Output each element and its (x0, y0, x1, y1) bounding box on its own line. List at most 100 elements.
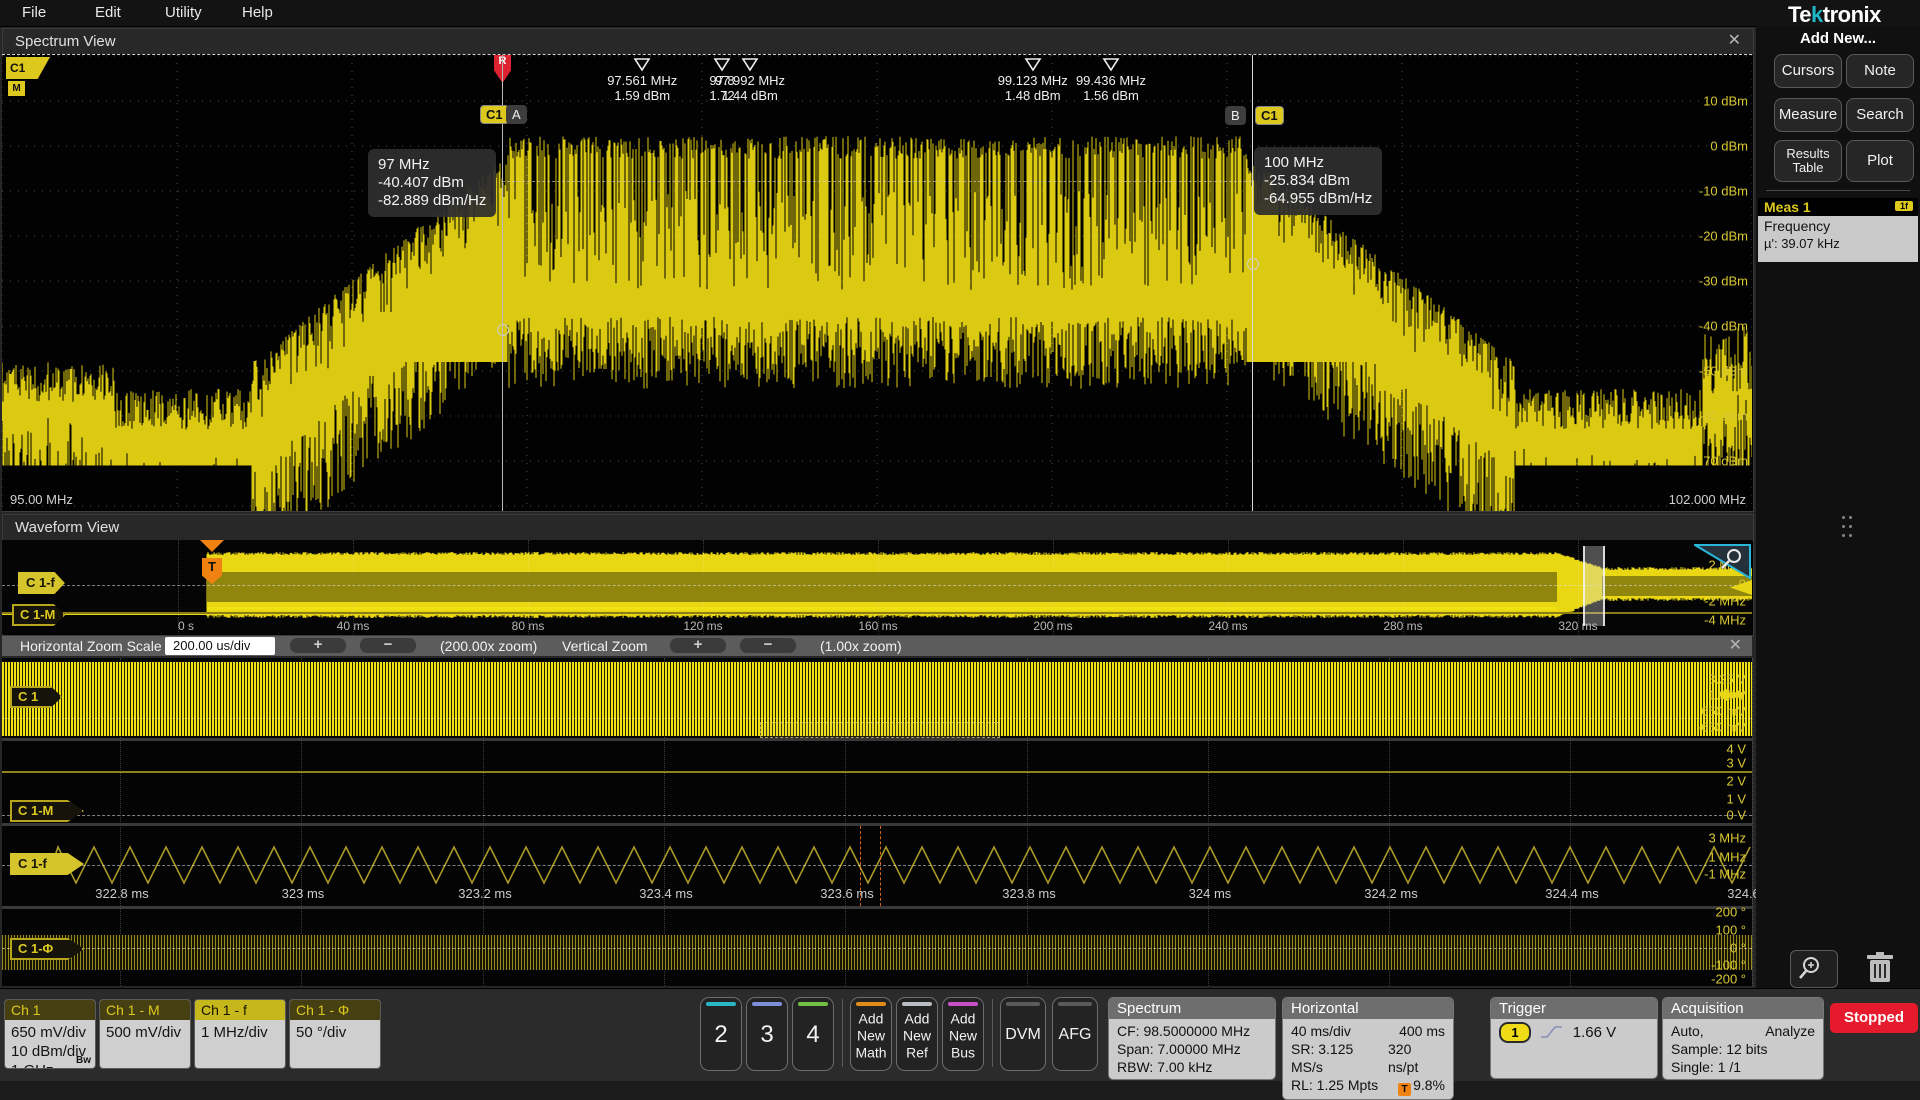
channel-badge-1[interactable]: Ch 1650 mV/div10 dBm/div1 GHzBw (4, 999, 96, 1069)
peak-marker-ampl: 1.48 dBm (1005, 88, 1061, 103)
overview-freq-label: -4 MHz (1704, 613, 1746, 628)
peak-marker-icon[interactable] (741, 57, 759, 72)
channel-setting-line: 1 MHz/div (201, 1023, 279, 1042)
cursor-b-badge[interactable]: B (1225, 106, 1246, 125)
button-3[interactable]: 3 (746, 997, 788, 1071)
menu-item-file[interactable]: File (22, 4, 46, 21)
button-2[interactable]: 2 (700, 997, 742, 1071)
c1f-scale-label: 3 MHz (1708, 831, 1746, 846)
cursor-b-handle[interactable] (1247, 258, 1259, 270)
zoomview-time-label: 324.2 ms (1364, 886, 1417, 901)
zoomview-time-label: 323.4 ms (639, 886, 692, 901)
zoom-tool-button[interactable] (1790, 950, 1838, 988)
stopped-status-badge[interactable]: Stopped (1830, 1003, 1918, 1033)
sidebar-button-cursors[interactable]: Cursors (1774, 54, 1842, 88)
waveform-overview-plot[interactable]: TC 1-fC 1-M0 s40 ms80 ms120 ms160 ms200 … (2, 540, 1752, 634)
app-root: Tektronix FileEditUtilityHelp Spectrum V… (0, 0, 1920, 1080)
button-4-label: 4 (794, 1026, 832, 1043)
channel-setting-line: 500 mV/div (106, 1023, 184, 1042)
meas1-card[interactable]: Meas 1 1f Frequency µ': 39.07 kHz (1758, 198, 1918, 262)
waveform-view-titlebar[interactable]: Waveform View (3, 515, 1753, 541)
zoom-scale-bar: Horizontal Zoom Scale 200.00 us/div + − … (2, 636, 1752, 656)
c1phi-scale-label: 200 ° (1715, 905, 1746, 920)
c1phi-zero-dashed-line (2, 948, 1752, 949)
zoom-window-indicator[interactable] (1583, 546, 1605, 626)
peak-marker-icon[interactable] (713, 57, 731, 72)
horizontal-zoom-scale-input[interactable]: 200.00 us/div (165, 637, 275, 655)
channel-badge-2[interactable]: Ch 1 - M 500 mV/div (99, 999, 191, 1069)
horizontal-settings-panel[interactable]: Horizontal 40 ms/div400 ms SR: 3.125 MS/… (1282, 997, 1454, 1100)
c1f-scale-label: -1 MHz (1704, 867, 1746, 882)
sidebar-divider (1766, 190, 1910, 191)
channel-badge-4[interactable]: Ch 1 - Φ50 °/div (289, 999, 381, 1069)
meas1-header: Meas 1 1f (1758, 198, 1918, 216)
button-add-new-ref[interactable]: Add New Ref (896, 997, 938, 1071)
channel-badge-3[interactable]: Ch 1 - f 1 MHz/div (194, 999, 286, 1069)
spectrum-view-titlebar[interactable]: Spectrum View ✕ (3, 29, 1753, 55)
sidebar-button-plot[interactable]: Plot (1846, 140, 1914, 182)
button-group-divider (842, 999, 843, 1067)
vertical-zoom-plus-button[interactable]: + (670, 638, 726, 653)
spectrum-panel-title: Spectrum (1109, 998, 1275, 1019)
button-add-new-math[interactable]: Add New Math (850, 997, 892, 1071)
acquisition-settings-panel[interactable]: Acquisition Auto,Analyze Sample: 12 bits… (1662, 997, 1824, 1080)
cursor-a-readout-line: 97 MHz (378, 156, 486, 174)
overview-time-label: 0 s (178, 619, 194, 633)
panel-splitter-grip[interactable] (1840, 512, 1854, 548)
sidebar-button-measure[interactable]: Measure (1774, 98, 1842, 132)
button-4[interactable]: 4 (792, 997, 834, 1071)
sidebar-button-search[interactable]: Search (1846, 98, 1914, 132)
horizontal-zoom-plus-button[interactable]: + (290, 638, 346, 653)
zoomed-waveform-view[interactable]: C 1C 1-MC 1-fC 1-Φ3.25 V1.95 V650 mV-650… (2, 658, 1752, 986)
c1-scale-label: 3.25 V (1708, 672, 1746, 687)
button-afg[interactable]: AFG (1052, 997, 1098, 1071)
channel-badge-name: Ch 1 - M (100, 1000, 190, 1020)
zoom-bar-close-icon[interactable]: ✕ (1729, 638, 1742, 654)
zoom-overview-icon[interactable] (1694, 544, 1752, 580)
c1phi-scale-label: -100 ° (1711, 958, 1746, 973)
spectrum-plot[interactable]: C1M10 dBm0 dBm-10 dBm-20 dBm-30 dBm-40 d… (2, 54, 1752, 511)
horizontal-zoom-minus-button[interactable]: − (360, 638, 416, 653)
overview-time-label: 120 ms (683, 619, 722, 633)
c1m-scale-label: 4 V (1726, 742, 1746, 757)
menu-item-utility[interactable]: Utility (165, 4, 202, 21)
menu-item-help[interactable]: Help (242, 4, 273, 21)
spectrum-close-icon[interactable]: ✕ (1728, 33, 1741, 49)
peak-marker-icon[interactable] (633, 57, 651, 72)
measurement-cursor-right[interactable] (880, 826, 881, 906)
zoomview-time-label: 323.6 ms (820, 886, 873, 901)
button-add-new-math-label: Add New Math (852, 1011, 890, 1062)
peak-marker-icon[interactable] (1024, 57, 1042, 72)
channel-setting-line: 50 °/div (296, 1023, 374, 1042)
cursor-a-badge[interactable]: A (506, 105, 527, 124)
button-add-new-bus[interactable]: Add New Bus (942, 997, 984, 1071)
menu-item-edit[interactable]: Edit (95, 4, 121, 21)
overview-time-label: 160 ms (858, 619, 897, 633)
cursor-a-handle[interactable] (497, 324, 509, 336)
sidebar-button-note[interactable]: Note (1846, 54, 1914, 88)
add-new-label: Add New... (1756, 30, 1920, 47)
peak-marker-icon[interactable] (1102, 57, 1120, 72)
overview-time-label: 240 ms (1208, 619, 1247, 633)
horizontal-sr: SR: 3.125 MS/s (1291, 1040, 1388, 1076)
cursor-b-line[interactable] (1252, 55, 1253, 511)
spectrum-settings-panel[interactable]: Spectrum CF: 98.5000000 MHz Span: 7.0000… (1108, 997, 1276, 1080)
c1f-zero-dashed-line (2, 865, 1752, 866)
spectrum-trace-svg (2, 55, 1752, 511)
trash-button[interactable] (1860, 948, 1900, 988)
waveform-center-dashed-line (2, 585, 1752, 586)
button-dvm-stripe (1006, 1002, 1040, 1006)
cursor-a-channel-badge: C1 (480, 105, 509, 124)
spectrum-y-label: -40 dBm (1699, 319, 1748, 334)
button-add-new-ref-label: Add New Ref (898, 1011, 936, 1062)
zoomview-gridline (1752, 658, 1753, 986)
spectrum-y-label: 0 dBm (1710, 139, 1748, 154)
sidebar-button-results-table[interactable]: Results Table (1774, 140, 1842, 182)
trigger-settings-panel[interactable]: Trigger 1 1.66 V (1490, 997, 1658, 1079)
spectrum-rbw: RBW: 7.00 kHz (1117, 1058, 1212, 1076)
trash-icon (1860, 948, 1900, 988)
channel-badge-name: Ch 1 - f (195, 1000, 285, 1020)
horizontal-zoom-factor: (200.00x zoom) (440, 637, 537, 655)
button-dvm[interactable]: DVM (1000, 997, 1046, 1071)
vertical-zoom-minus-button[interactable]: − (740, 638, 796, 653)
